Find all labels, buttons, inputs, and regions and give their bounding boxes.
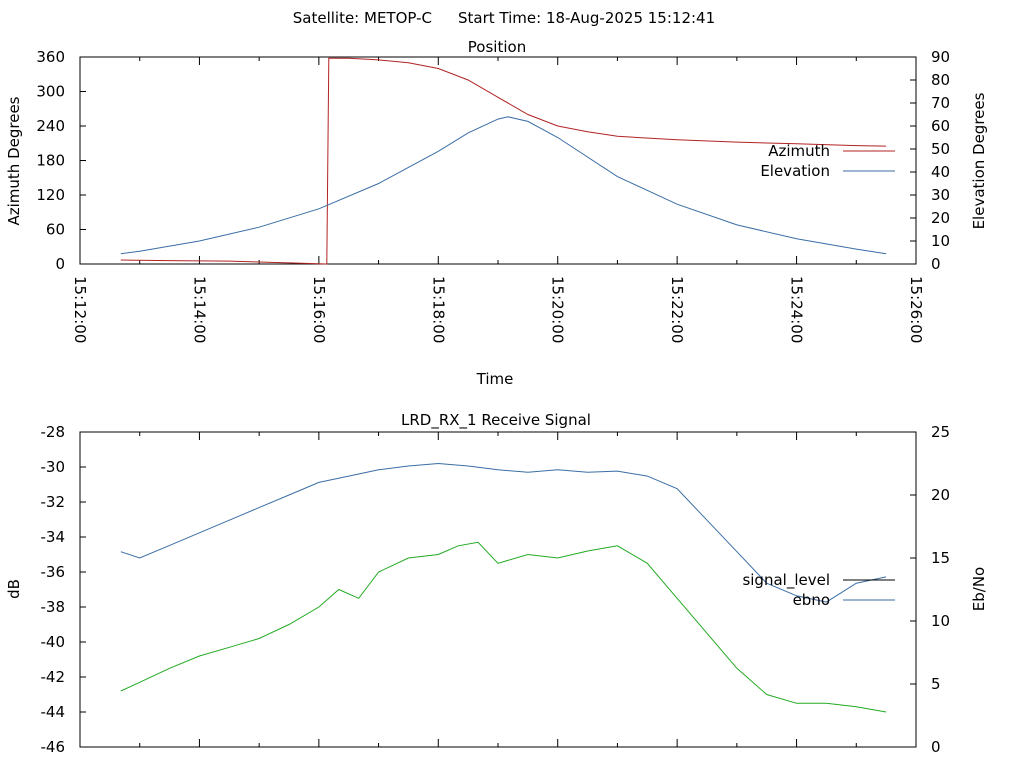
- x-tick-label: 15:14:00: [190, 276, 208, 343]
- y2-tick-label: 20: [931, 209, 950, 227]
- start-time-label: Start Time: 18-Aug-2025 15:12:41: [458, 9, 715, 27]
- position-ylabel: Azimuth Degrees: [5, 96, 23, 225]
- x-tick-label: 15:22:00: [668, 276, 686, 343]
- y-tick-label: 240: [36, 117, 65, 135]
- y-tick-label: 60: [46, 221, 65, 239]
- y-tick-label: -30: [41, 458, 66, 476]
- y2-tick-label: 20: [931, 486, 950, 504]
- series-line-ebno: [120, 462, 887, 603]
- x-tick-label: 15:20:00: [549, 276, 567, 343]
- y-tick-label: 300: [36, 83, 65, 101]
- x-tick-label: 15:12:00: [71, 276, 89, 343]
- y2-tick-label: 90: [931, 48, 950, 66]
- series-line-azimuth: [120, 57, 887, 265]
- y2-tick-label: 70: [931, 94, 950, 112]
- position-legend: Azimuth Elevation: [760, 142, 895, 180]
- y-tick-label: -38: [41, 598, 66, 616]
- signal-ylabel: dB: [5, 579, 23, 599]
- y2-tick-label: 60: [931, 117, 950, 135]
- y2-tick-label: 10: [931, 232, 950, 250]
- series-line-elevation: [120, 116, 887, 255]
- y-tick-label: -46: [41, 738, 66, 756]
- signal-chart: LRD_RX_1 Receive Signal dB Eb/No -28 -30 -…: [5, 411, 988, 756]
- y-tick-label: -34: [41, 528, 66, 546]
- signal-plot-frame: [79, 431, 917, 748]
- y2-tick-label: 25: [931, 423, 950, 441]
- y-tick-label: -36: [41, 563, 66, 581]
- y-tick-label: 0: [55, 255, 65, 273]
- x-tick-label: 15:26:00: [907, 276, 925, 343]
- x-tick-label: 15:16:00: [310, 276, 328, 343]
- legend-label: Azimuth: [768, 142, 830, 160]
- y2-tick-label: 80: [931, 71, 950, 89]
- y-tick-label: 360: [36, 48, 65, 66]
- y2-tick-label: 0: [931, 255, 941, 273]
- position-y2label: Elevation Degrees: [970, 92, 988, 229]
- series-line-signal-level: [120, 541, 887, 713]
- signal-y2label: Eb/No: [970, 567, 988, 611]
- legend-label: Elevation: [760, 162, 830, 180]
- y2-tick-label: 30: [931, 186, 950, 204]
- y2-tick-label: 0: [931, 738, 941, 756]
- y-tick-label: 120: [36, 186, 65, 204]
- legend-label: signal_level: [742, 571, 830, 590]
- y2-tick-label: 40: [931, 163, 950, 181]
- position-xlabel: Time: [476, 370, 514, 388]
- position-title: Position: [468, 38, 526, 56]
- y2-tick-label: 50: [931, 140, 950, 158]
- y-tick-label: -42: [41, 668, 66, 686]
- x-tick-label: 15:24:00: [788, 276, 806, 343]
- satellite-label: Satellite: METOP-C: [293, 9, 432, 27]
- signal-title: LRD_RX_1 Receive Signal: [401, 411, 591, 430]
- legend-label: ebno: [793, 591, 830, 609]
- y-tick-label: -44: [41, 703, 66, 721]
- y2-tick-label: 5: [931, 675, 941, 693]
- y2-tick-label: 10: [931, 612, 950, 630]
- x-tick-label: 15:18:00: [429, 276, 447, 343]
- y2-tick-label: 15: [931, 549, 950, 567]
- position-plot-frame: [79, 56, 917, 265]
- position-chart: Position Azimuth Degrees Elevation Degre…: [5, 38, 988, 388]
- y-tick-label: -32: [41, 493, 66, 511]
- y-tick-label: -40: [41, 633, 66, 651]
- y-tick-label: -28: [41, 423, 66, 441]
- y-tick-label: 180: [36, 152, 65, 170]
